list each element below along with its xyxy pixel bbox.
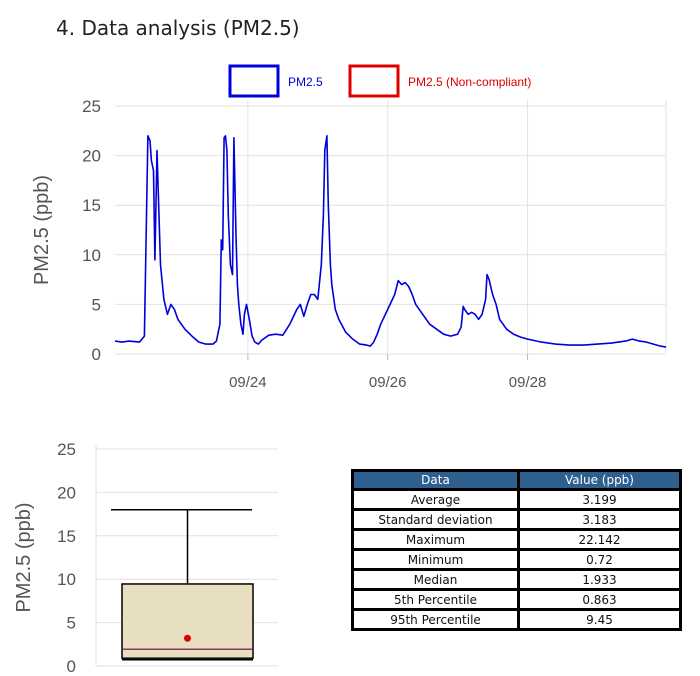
stat-label: Median — [354, 571, 517, 588]
column-header-data: Data — [354, 472, 517, 488]
stat-value: 0.863 — [520, 591, 679, 608]
legend-swatch — [348, 64, 400, 98]
y-tick-label: 20 — [57, 483, 76, 502]
y-tick-label: 25 — [57, 440, 76, 459]
stat-value: 3.199 — [520, 491, 679, 508]
table-row: Average 3.199 — [354, 491, 679, 508]
table-row: Minimum 0.72 — [354, 551, 679, 568]
legend-label: PM2.5 (Non-compliant) — [408, 75, 531, 89]
y-axis-title: PM2.5 (ppb) — [31, 175, 53, 285]
interquartile-box — [121, 583, 254, 659]
stat-label: Average — [354, 491, 517, 508]
y-tick-label: 5 — [92, 295, 101, 314]
stat-label: 5th Percentile — [354, 591, 517, 608]
y-tick-label: 10 — [57, 570, 76, 589]
x-tick-label: 09/24 — [229, 374, 267, 391]
stat-label: Minimum — [354, 551, 517, 568]
y-tick-label: 15 — [57, 527, 76, 546]
table-row: 95th Percentile 9.45 — [354, 611, 679, 628]
y-tick-label: 10 — [82, 246, 101, 265]
statistics-table: Data Value (ppb) Average 3.199 Standard d… — [351, 469, 682, 631]
y-tick-label: 0 — [92, 345, 101, 364]
x-tick-label: 09/26 — [369, 374, 407, 391]
y-tick-label: 0 — [67, 657, 76, 676]
legend-label: PM2.5 — [288, 75, 323, 89]
stat-value: 9.45 — [520, 611, 679, 628]
pm25-series-line — [114, 135, 667, 348]
timeseries-line-chart: PM2.5 PM2.5 (Non-compliant) 0 5 10 15 20 25 09/2… — [31, 64, 667, 391]
stat-value: 22.142 — [520, 531, 679, 548]
stat-label: 95th Percentile — [354, 611, 517, 628]
column-header-value: Value (ppb) — [520, 472, 679, 488]
stat-value: 0.72 — [520, 551, 679, 568]
y-tick-label: 25 — [82, 97, 101, 116]
y-tick-label: 15 — [82, 196, 101, 215]
table-row: Maximum 22.142 — [354, 531, 679, 548]
table-row: Median 1.933 — [354, 571, 679, 588]
y-axis-title: PM2.5 (ppb) — [13, 502, 35, 612]
y-tick-label: 20 — [82, 147, 101, 166]
stat-value: 3.183 — [520, 511, 679, 528]
table-row: Standard deviation 3.183 — [354, 511, 679, 528]
legend-swatch — [228, 64, 280, 98]
x-tick-label: 09/28 — [509, 374, 547, 391]
mean-marker — [184, 634, 191, 642]
table-row: 5th Percentile 0.863 — [354, 591, 679, 608]
section-title: 4. Data analysis (PM2.5) — [56, 16, 300, 40]
stat-label: Maximum — [354, 531, 517, 548]
statistics-table-header: Data Value (ppb) — [354, 472, 679, 488]
stat-value: 1.933 — [520, 571, 679, 588]
stat-label: Standard deviation — [354, 511, 517, 528]
y-tick-label: 5 — [67, 614, 76, 633]
